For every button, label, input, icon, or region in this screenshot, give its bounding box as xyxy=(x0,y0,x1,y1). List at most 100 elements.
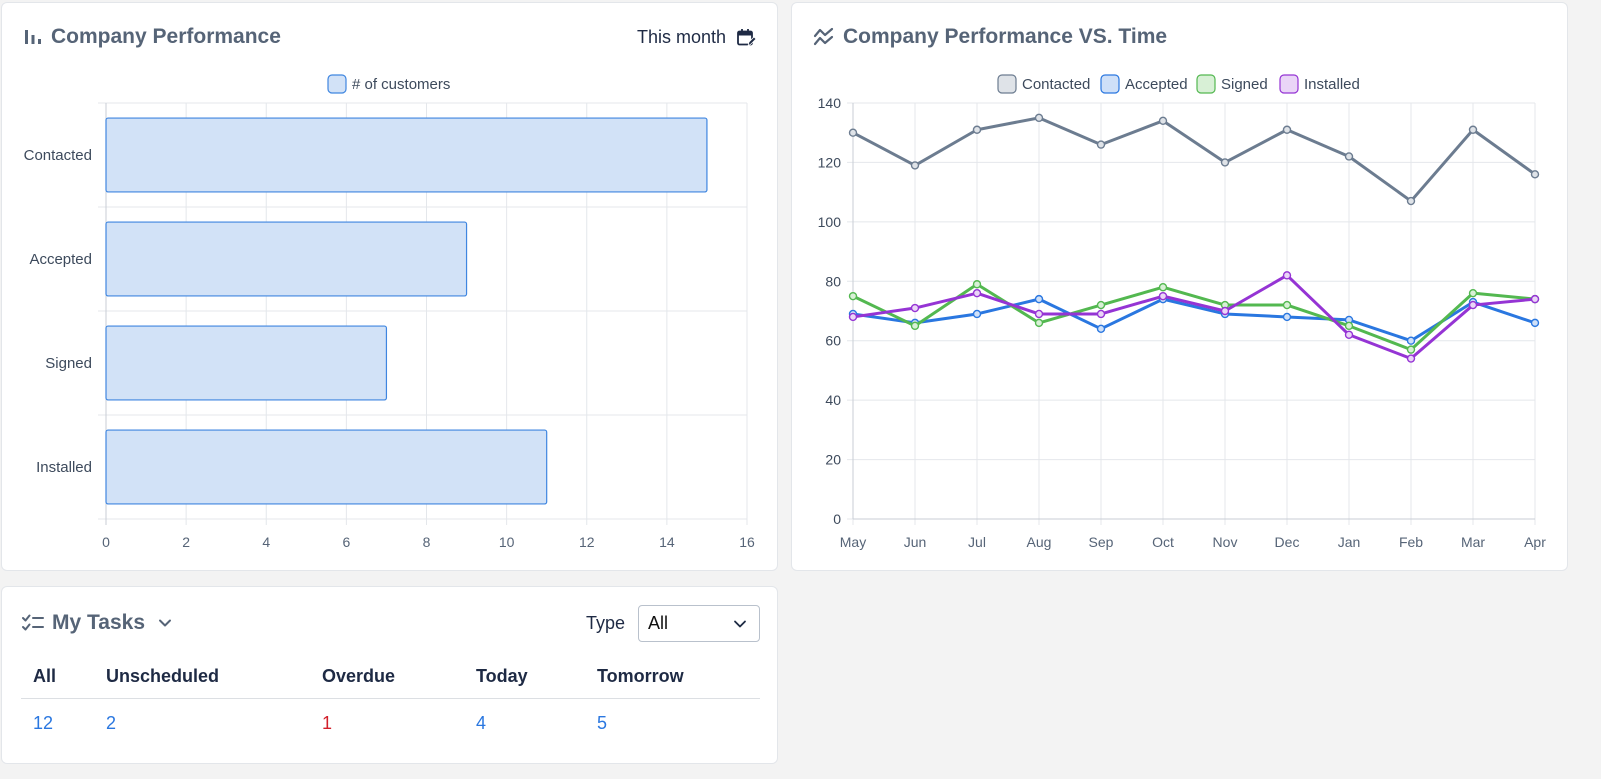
chevron-down-icon xyxy=(734,620,746,627)
x-tick-label: 4 xyxy=(262,534,270,550)
my-tasks-card: My Tasks Type All All Unscheduled Overdu… xyxy=(1,586,778,764)
data-point-contacted xyxy=(1468,125,1478,134)
company-performance-bar-chart: 0 2 4 6 8 10 12 14 16 Contacted Accepted Signed Inst… xyxy=(24,74,755,550)
tasks-count-today[interactable]: 4 xyxy=(476,713,487,733)
tasks-count-all[interactable]: 12 xyxy=(33,713,54,733)
data-point-contacted xyxy=(1096,140,1106,149)
data-point-accepted xyxy=(1034,294,1044,304)
data-point-installed xyxy=(1096,309,1106,319)
calendar-edit-icon xyxy=(737,28,757,47)
task-type-select-value: All xyxy=(648,613,669,633)
data-point-accepted xyxy=(1530,318,1540,328)
data-point-installed xyxy=(972,288,982,298)
company-performance-title: Company Performance xyxy=(23,25,281,49)
data-point-contacted xyxy=(1034,113,1044,123)
bar-installed xyxy=(105,429,548,505)
data-point-contacted xyxy=(972,125,982,134)
y-tick-label: 0 xyxy=(833,511,841,527)
x-tick-label: Jun xyxy=(904,534,927,550)
bar-chart-icon xyxy=(25,30,41,44)
legend-swatch-signed xyxy=(1196,74,1216,94)
bar-signed xyxy=(105,325,388,401)
series-line-contacted xyxy=(852,116,1536,203)
data-point-contacted xyxy=(1220,158,1230,167)
x-tick-label: Dec xyxy=(1275,534,1300,550)
data-point-installed xyxy=(1220,306,1230,316)
tasks-col-unscheduled[interactable]: Unscheduled xyxy=(106,666,220,686)
data-point-installed xyxy=(1034,309,1044,319)
tasks-count-unscheduled[interactable]: 2 xyxy=(106,713,117,733)
y-category-label: Accepted xyxy=(29,251,92,268)
legend-label-contacted: Contacted xyxy=(1022,76,1090,93)
tasks-col-tomorrow[interactable]: Tomorrow xyxy=(597,666,684,686)
y-tick-label: 140 xyxy=(818,95,842,111)
data-point-signed xyxy=(1468,288,1478,298)
data-point-signed xyxy=(972,280,982,289)
x-tick-label: 14 xyxy=(659,534,675,550)
data-point-installed xyxy=(1530,294,1540,304)
x-tick-label: Apr xyxy=(1524,534,1546,550)
y-tick-label: 80 xyxy=(825,273,841,289)
line-chart-icon xyxy=(813,27,834,46)
x-tick-label: May xyxy=(840,534,866,550)
data-point-contacted xyxy=(1530,170,1540,179)
data-point-contacted xyxy=(1406,196,1416,206)
data-point-contacted xyxy=(1344,152,1354,161)
y-category-label: Contacted xyxy=(24,147,92,164)
date-range-filter-label: This month xyxy=(637,27,727,47)
x-tick-label: Feb xyxy=(1399,534,1423,550)
x-tick-label: Nov xyxy=(1213,534,1238,550)
x-tick-label: 2 xyxy=(182,534,190,550)
x-tick-label: Jan xyxy=(1338,534,1361,550)
company-performance-card: Company Performance This month 0 2 4 6 8 10 12… xyxy=(1,2,778,571)
x-tick-label: 12 xyxy=(579,534,595,550)
data-point-signed xyxy=(1158,283,1168,292)
task-type-select[interactable]: All xyxy=(638,605,760,642)
x-tick-label: 6 xyxy=(342,534,350,550)
legend-swatch-contacted xyxy=(997,74,1017,94)
y-tick-label: 20 xyxy=(825,452,841,468)
tasks-col-all[interactable]: All xyxy=(33,666,57,686)
company-performance-title-text: Company Performance xyxy=(51,25,281,48)
task-type-label: Type xyxy=(586,613,626,633)
data-point-installed xyxy=(1344,330,1354,339)
performance-vs-time-card: Company Performance VS. Time 0 20 40 60 80 10… xyxy=(791,2,1568,571)
data-point-signed xyxy=(1096,300,1106,310)
tasks-count-overdue[interactable]: 1 xyxy=(322,713,333,733)
data-point-contacted xyxy=(1158,116,1168,126)
series-line-signed xyxy=(852,282,1536,352)
performance-vs-time-title-text: Company Performance VS. Time xyxy=(843,25,1168,48)
my-tasks-title[interactable]: My Tasks xyxy=(22,611,173,635)
series-line-installed xyxy=(852,273,1536,361)
data-point-signed xyxy=(1344,321,1354,331)
data-point-signed xyxy=(1406,345,1416,354)
data-point-installed xyxy=(1282,271,1292,280)
data-point-installed xyxy=(910,303,920,313)
bar-contacted xyxy=(105,117,708,193)
legend-swatch xyxy=(327,74,347,94)
date-range-filter-button[interactable]: This month xyxy=(637,27,757,48)
legend-swatch-installed xyxy=(1279,74,1299,94)
y-category-label: Installed xyxy=(36,459,92,476)
data-point-contacted xyxy=(1282,125,1292,134)
data-point-accepted xyxy=(1096,324,1106,334)
data-point-installed xyxy=(1468,300,1478,310)
x-tick-label: 16 xyxy=(739,534,755,550)
data-point-signed xyxy=(1282,300,1292,310)
data-point-installed xyxy=(1158,291,1168,301)
data-point-contacted xyxy=(910,161,920,170)
tasks-col-today[interactable]: Today xyxy=(476,666,528,686)
y-tick-label: 100 xyxy=(818,214,842,230)
y-tick-label: 120 xyxy=(818,154,842,170)
data-point-installed xyxy=(848,312,858,322)
chevron-down-icon xyxy=(159,619,171,627)
x-tick-label: 8 xyxy=(423,534,431,550)
data-point-contacted xyxy=(848,128,858,137)
my-tasks-title-text: My Tasks xyxy=(52,611,145,634)
performance-vs-time-title: Company Performance VS. Time xyxy=(813,25,1167,49)
y-tick-label: 40 xyxy=(825,392,841,408)
tasks-divider xyxy=(21,698,760,699)
tasks-col-overdue[interactable]: Overdue xyxy=(322,666,396,686)
series-line-accepted xyxy=(852,297,1536,343)
tasks-count-tomorrow[interactable]: 5 xyxy=(597,713,608,733)
